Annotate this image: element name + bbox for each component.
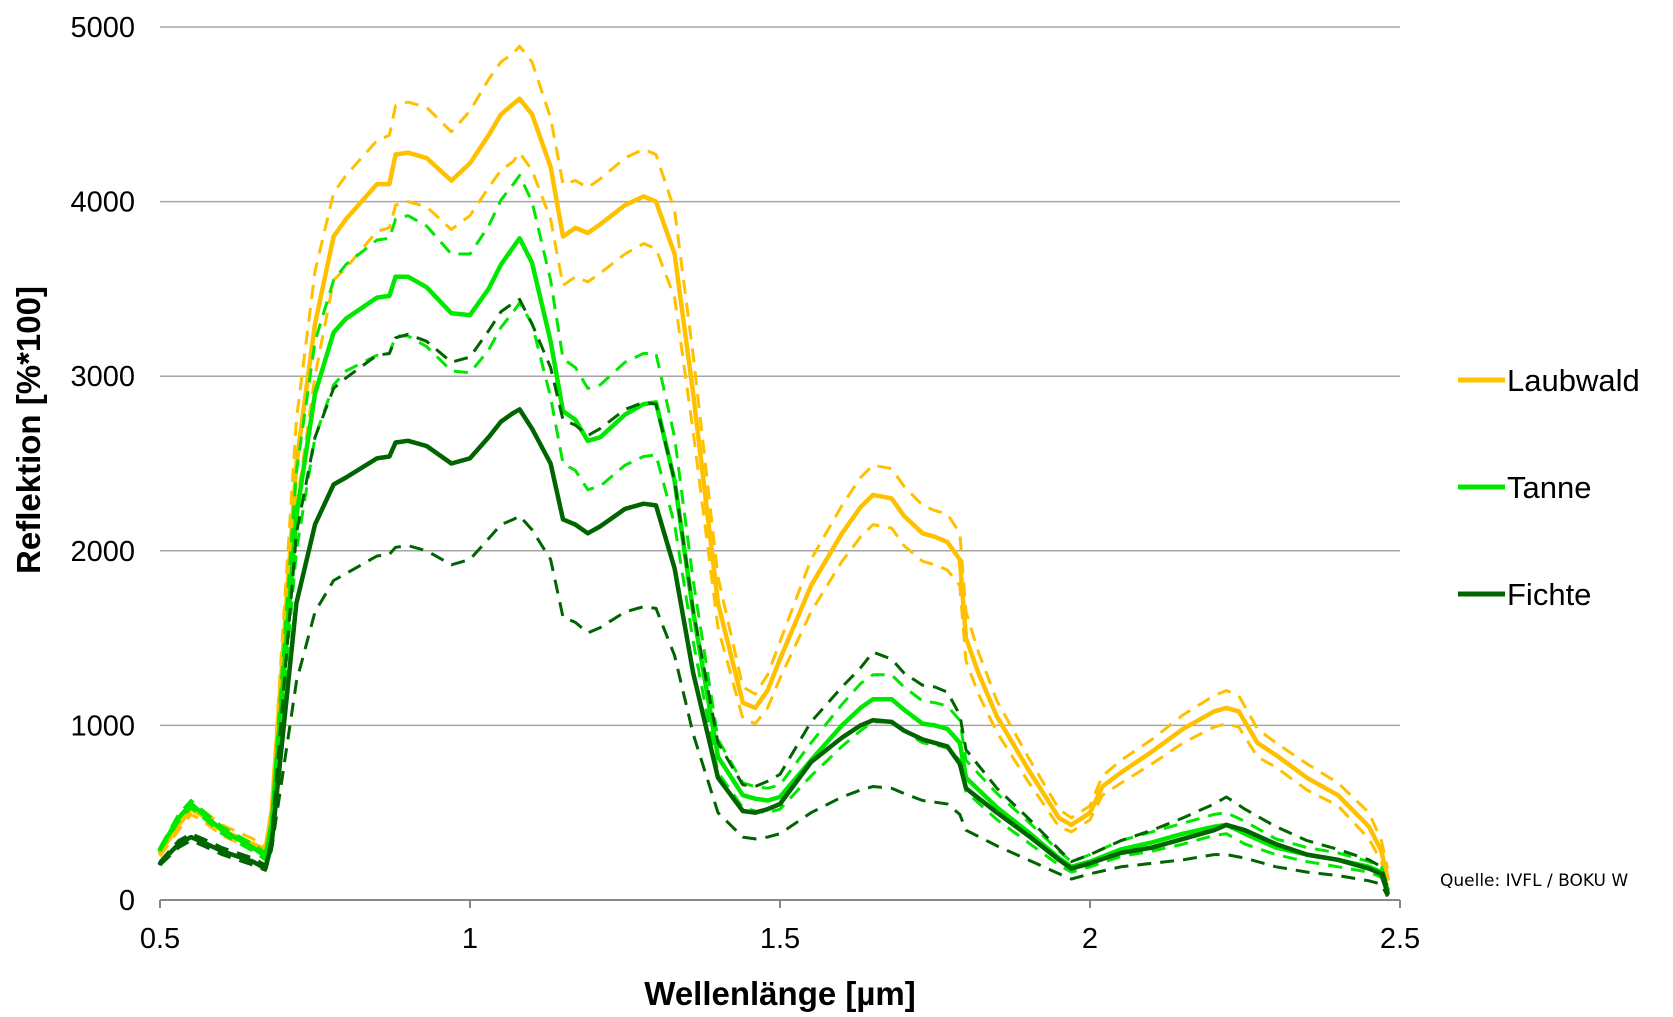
series-line-laubwald	[157, 96, 1390, 882]
series-line-laubwald	[158, 151, 1390, 887]
y-tick-label: 5000	[70, 12, 135, 44]
legend: Laubwald Tanne Fichte	[1458, 363, 1640, 612]
series-line-tanne	[158, 301, 1389, 894]
legend-label: Tanne	[1507, 470, 1591, 505]
legend-label: Fichte	[1507, 577, 1591, 612]
y-tick-label: 2000	[70, 536, 135, 568]
x-tick-label: 1	[462, 923, 478, 955]
x-axis: 0.5 1 1.5 2 2.5	[140, 899, 1420, 955]
x-axis-title: Wellenlänge [µm]	[644, 975, 915, 1012]
series-line-laubwald	[158, 44, 1390, 869]
x-tick-label: 0.5	[140, 923, 180, 955]
y-tick-label: 1000	[70, 710, 135, 742]
series-line-fichte	[158, 297, 1390, 889]
x-tick-label: 1.5	[760, 923, 800, 955]
y-tick-label: 0	[119, 885, 135, 917]
x-tick-label: 2	[1082, 923, 1098, 955]
legend-label: Laubwald	[1507, 363, 1640, 398]
series-line-fichte	[157, 407, 1390, 896]
x-tick-label: 2.5	[1380, 923, 1420, 955]
y-tick-label: 3000	[70, 361, 135, 393]
source-note: Quelle: IVFL / BOKU W	[1440, 871, 1628, 891]
series-line-fichte	[158, 514, 1389, 898]
series-line-tanne	[157, 236, 1390, 892]
y-axis-title: Reflektion [%*100]	[10, 286, 47, 574]
series-lines	[157, 44, 1390, 898]
series-line-tanne	[158, 173, 1390, 887]
y-tick-label: 4000	[70, 187, 135, 219]
y-axis-ticks: 0 1000 2000 3000 4000 5000	[70, 12, 135, 917]
